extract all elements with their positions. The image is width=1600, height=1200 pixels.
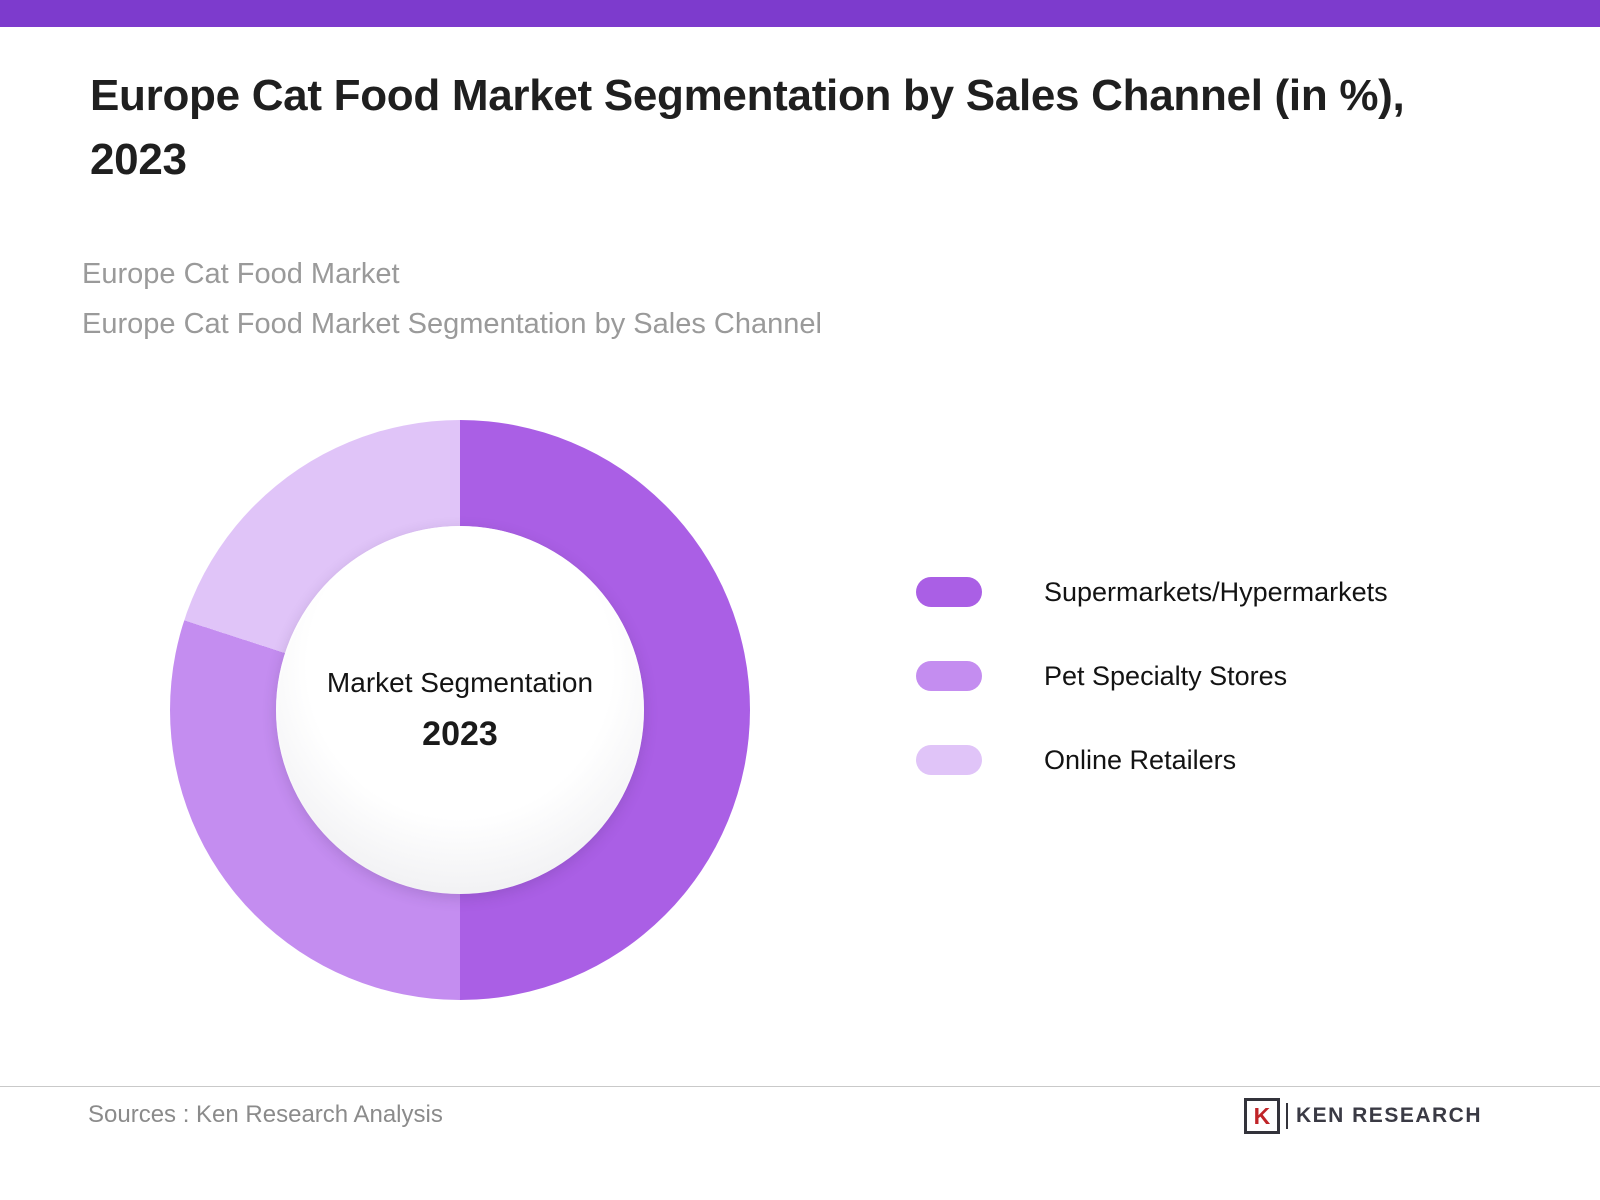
legend-item: Online Retailers [916, 745, 1388, 775]
legend-item: Supermarkets/Hypermarkets [916, 577, 1388, 607]
legend-label: Supermarkets/Hypermarkets [1044, 576, 1388, 607]
chart-legend: Supermarkets/Hypermarkets Pet Specialty … [916, 577, 1388, 775]
footer-divider [0, 1086, 1600, 1087]
legend-item: Pet Specialty Stores [916, 661, 1388, 691]
legend-label: Pet Specialty Stores [1044, 660, 1288, 691]
donut-center: Market Segmentation 2023 [276, 526, 644, 894]
subtitle-line-1: Europe Cat Food Market [82, 258, 400, 290]
top-accent-bar [0, 0, 1600, 27]
legend-swatch [916, 745, 982, 775]
source-text: Sources : Ken Research Analysis [88, 1101, 443, 1128]
brand-logo-separator [1285, 1103, 1288, 1129]
brand-logo-icon: K [1243, 1098, 1280, 1134]
donut-center-label: Market Segmentation [326, 666, 594, 698]
brand-logo: K KEN RESEARCH [1243, 1097, 1482, 1135]
brand-logo-text: KEN RESEARCH [1295, 1104, 1482, 1127]
legend-swatch [916, 577, 982, 607]
legend-label: Online Retailers [1044, 744, 1237, 775]
page-title: Europe Cat Food Market Segmentation by S… [90, 71, 1405, 184]
donut-chart: Market Segmentation 2023 [170, 420, 750, 1000]
subtitle-block: Europe Cat Food Market Europe Cat Food M… [82, 250, 822, 350]
donut-center-year: 2023 [422, 714, 498, 753]
legend-swatch [916, 661, 982, 691]
subtitle-line-2: Europe Cat Food Market Segmentation by S… [82, 307, 822, 340]
